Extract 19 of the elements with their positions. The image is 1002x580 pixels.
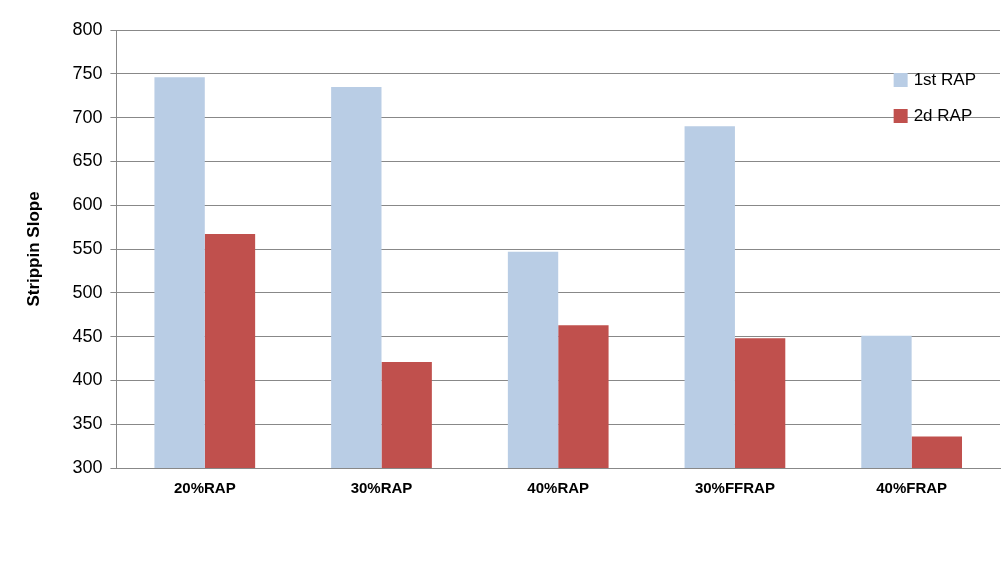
x-tick-label: 40%RAP <box>527 479 590 497</box>
y-tick-label: 700 <box>72 106 103 127</box>
y-tick-label: 300 <box>72 456 103 477</box>
legend-label: 2d RAP <box>913 105 973 125</box>
y-tick-label: 650 <box>72 150 103 171</box>
x-tick-label: 20%RAP <box>173 479 236 497</box>
y-tick-label: 600 <box>72 194 103 215</box>
x-tick-label: 30%FFRAP <box>694 479 775 497</box>
y-tick-label: 500 <box>72 281 103 302</box>
y-tick-label: 550 <box>72 237 103 258</box>
x-tick-label: 30%RAP <box>350 479 413 497</box>
y-tick-label: 350 <box>72 413 103 434</box>
y-tick-label: 450 <box>72 325 103 346</box>
x-tick-label: 40%FRAP <box>876 479 948 497</box>
legend-label: 1st RAP <box>913 69 976 89</box>
y-axis-title: Strippin Slope <box>23 191 43 307</box>
y-tick-label: 400 <box>72 369 103 390</box>
y-tick-label: 800 <box>72 18 103 39</box>
y-tick-label: 750 <box>72 62 103 83</box>
